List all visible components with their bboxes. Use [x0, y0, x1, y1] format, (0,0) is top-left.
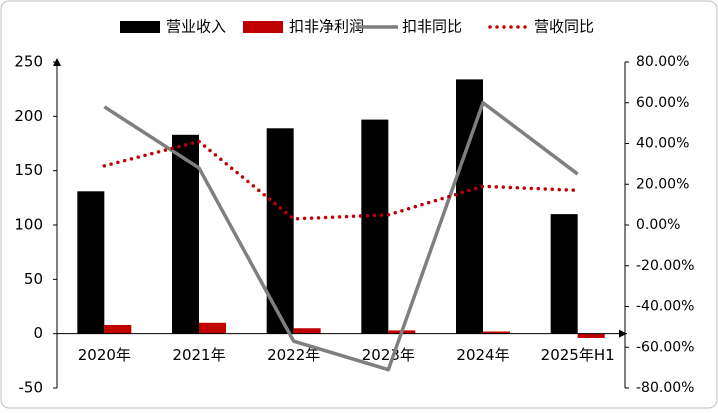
y-tick-label: 250 [14, 53, 43, 71]
x-tick-label: 2023年 [362, 346, 415, 364]
bar [577, 333, 605, 339]
y-tick-label: 100 [14, 216, 43, 234]
x-tick-label: 2024年 [456, 346, 509, 364]
y2-tick-label: -60.00% [636, 339, 694, 355]
bar [199, 322, 226, 334]
bar [77, 191, 105, 334]
bar [104, 324, 132, 334]
legend-label: 扣非净利润 [289, 18, 364, 36]
legend-label: 扣非同比 [402, 18, 462, 36]
y-tick-label: 150 [14, 161, 43, 179]
y-tick-label: 50 [24, 270, 43, 288]
legend-swatch [120, 21, 160, 33]
legend-label: 营业收入 [166, 18, 226, 36]
bar [172, 134, 199, 334]
y2-tick-label: -80.00% [636, 380, 694, 396]
bar [456, 79, 483, 334]
bar [483, 331, 510, 334]
bar [550, 214, 578, 334]
y2-tick-label: -20.00% [636, 258, 694, 274]
y-tick-label: -50 [19, 379, 44, 397]
x-tick-label: 2021年 [172, 346, 225, 364]
legend-label: 营收同比 [534, 18, 594, 36]
y-axis-arrow [53, 58, 61, 66]
y2-tick-label: 0.00% [636, 217, 680, 233]
y2-tick-label: 20.00% [636, 176, 689, 192]
y-tick-label: 0 [33, 324, 43, 342]
line-series [103, 101, 579, 372]
y2-tick-label: -40.00% [636, 299, 694, 315]
x-tick-label: 2022年 [267, 346, 320, 364]
y-tick-label: 200 [14, 107, 43, 125]
line-series [102, 139, 580, 221]
legend-swatch [243, 21, 283, 33]
y2-tick-label: 40.00% [636, 136, 689, 152]
bar [266, 128, 294, 334]
y2-tick-label: 60.00% [636, 95, 689, 111]
y2-axis-labels: -80.00% -60.00% -40.00% -20.00% 0.00% 20.00% 4… [636, 54, 694, 396]
x-tick-label: 2025年H1 [541, 346, 615, 364]
y2-tick-label: 80.00% [636, 54, 689, 70]
x-tick-label: 2020年 [78, 346, 131, 364]
bar [361, 119, 389, 334]
x-axis-arrow [619, 329, 627, 338]
bar [293, 328, 321, 334]
